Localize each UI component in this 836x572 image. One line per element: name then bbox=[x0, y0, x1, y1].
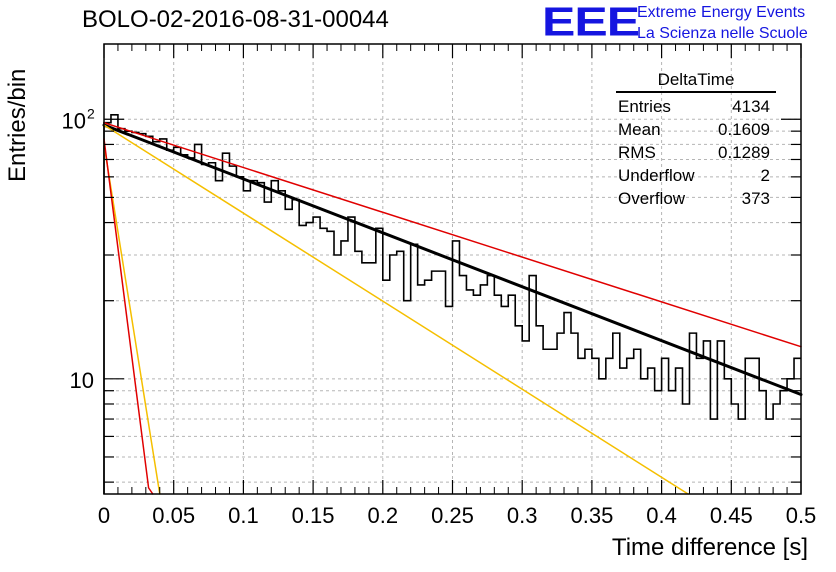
x-tick-label: 0.35 bbox=[570, 503, 613, 528]
stats-row: Underflow 2 bbox=[612, 164, 776, 187]
y-tick-label: 10 bbox=[62, 108, 86, 133]
stats-box: DeltaTime Entries 4134 Mean 0.1609 RMS 0.12… bbox=[612, 70, 776, 210]
axis-ticks bbox=[103, 44, 802, 494]
stats-label: RMS bbox=[618, 143, 656, 162]
stats-row: Overflow 373 bbox=[612, 187, 776, 210]
y-tick-label: 10 bbox=[70, 368, 94, 393]
histogram-outline bbox=[103, 114, 801, 494]
x-tick-label: 0.2 bbox=[368, 503, 399, 528]
stats-label: Entries bbox=[618, 97, 671, 116]
stats-value: 2 bbox=[760, 166, 770, 185]
stats-value: 4134 bbox=[732, 97, 770, 116]
x-tick-label: 0 bbox=[98, 503, 110, 528]
fit-curve bbox=[103, 124, 689, 495]
x-tick-label: 0.4 bbox=[646, 503, 677, 528]
stats-label: Overflow bbox=[618, 189, 686, 208]
x-tick-label: 0.15 bbox=[292, 503, 335, 528]
x-tick-label: 0.45 bbox=[710, 503, 753, 528]
stats-value: 0.1289 bbox=[718, 143, 770, 162]
y-axis-label: Entries/bin bbox=[4, 68, 31, 182]
fit-curve bbox=[103, 121, 802, 348]
stats-row: RMS 0.1289 bbox=[612, 141, 776, 164]
stats-label: Underflow bbox=[618, 166, 695, 185]
fit-curve bbox=[103, 138, 154, 495]
fit-curves bbox=[102, 121, 803, 495]
stats-row: Entries 4134 bbox=[612, 95, 776, 118]
eee-logo: EEE bbox=[542, 0, 640, 45]
stats-value: 373 bbox=[741, 189, 770, 208]
x-tick-label: 0.25 bbox=[431, 503, 474, 528]
fit-curve bbox=[102, 123, 803, 397]
x-tick-labels: 0 0.05 0.1 0.15 0.2 0.25 0.3 0.35 0.4 0.45 0.5 bbox=[98, 503, 816, 528]
stats-label: Mean bbox=[618, 120, 661, 139]
chart-title: BOLO-02-2016-08-31-00044 bbox=[82, 6, 389, 33]
logo-caption-line1: Extreme Energy Events bbox=[637, 4, 806, 21]
x-tick-label: 0.5 bbox=[786, 503, 817, 528]
stats-title: DeltaTime bbox=[616, 70, 776, 93]
logo-caption-line2: La Scienza nelle Scuole bbox=[637, 25, 808, 42]
x-tick-label: 0.05 bbox=[152, 503, 195, 528]
x-tick-label: 0.3 bbox=[507, 503, 538, 528]
logo-caption: Extreme Energy Events La Scienza nelle S… bbox=[637, 2, 808, 44]
x-tick-label: 0.1 bbox=[228, 503, 259, 528]
y-tick-exponent: 2 bbox=[87, 105, 95, 121]
x-axis-label: Time difference [s] bbox=[611, 534, 808, 561]
histogram bbox=[103, 114, 801, 494]
fit-curve bbox=[103, 143, 161, 495]
stats-value: 0.1609 bbox=[718, 120, 770, 139]
stats-row: Mean 0.1609 bbox=[612, 118, 776, 141]
